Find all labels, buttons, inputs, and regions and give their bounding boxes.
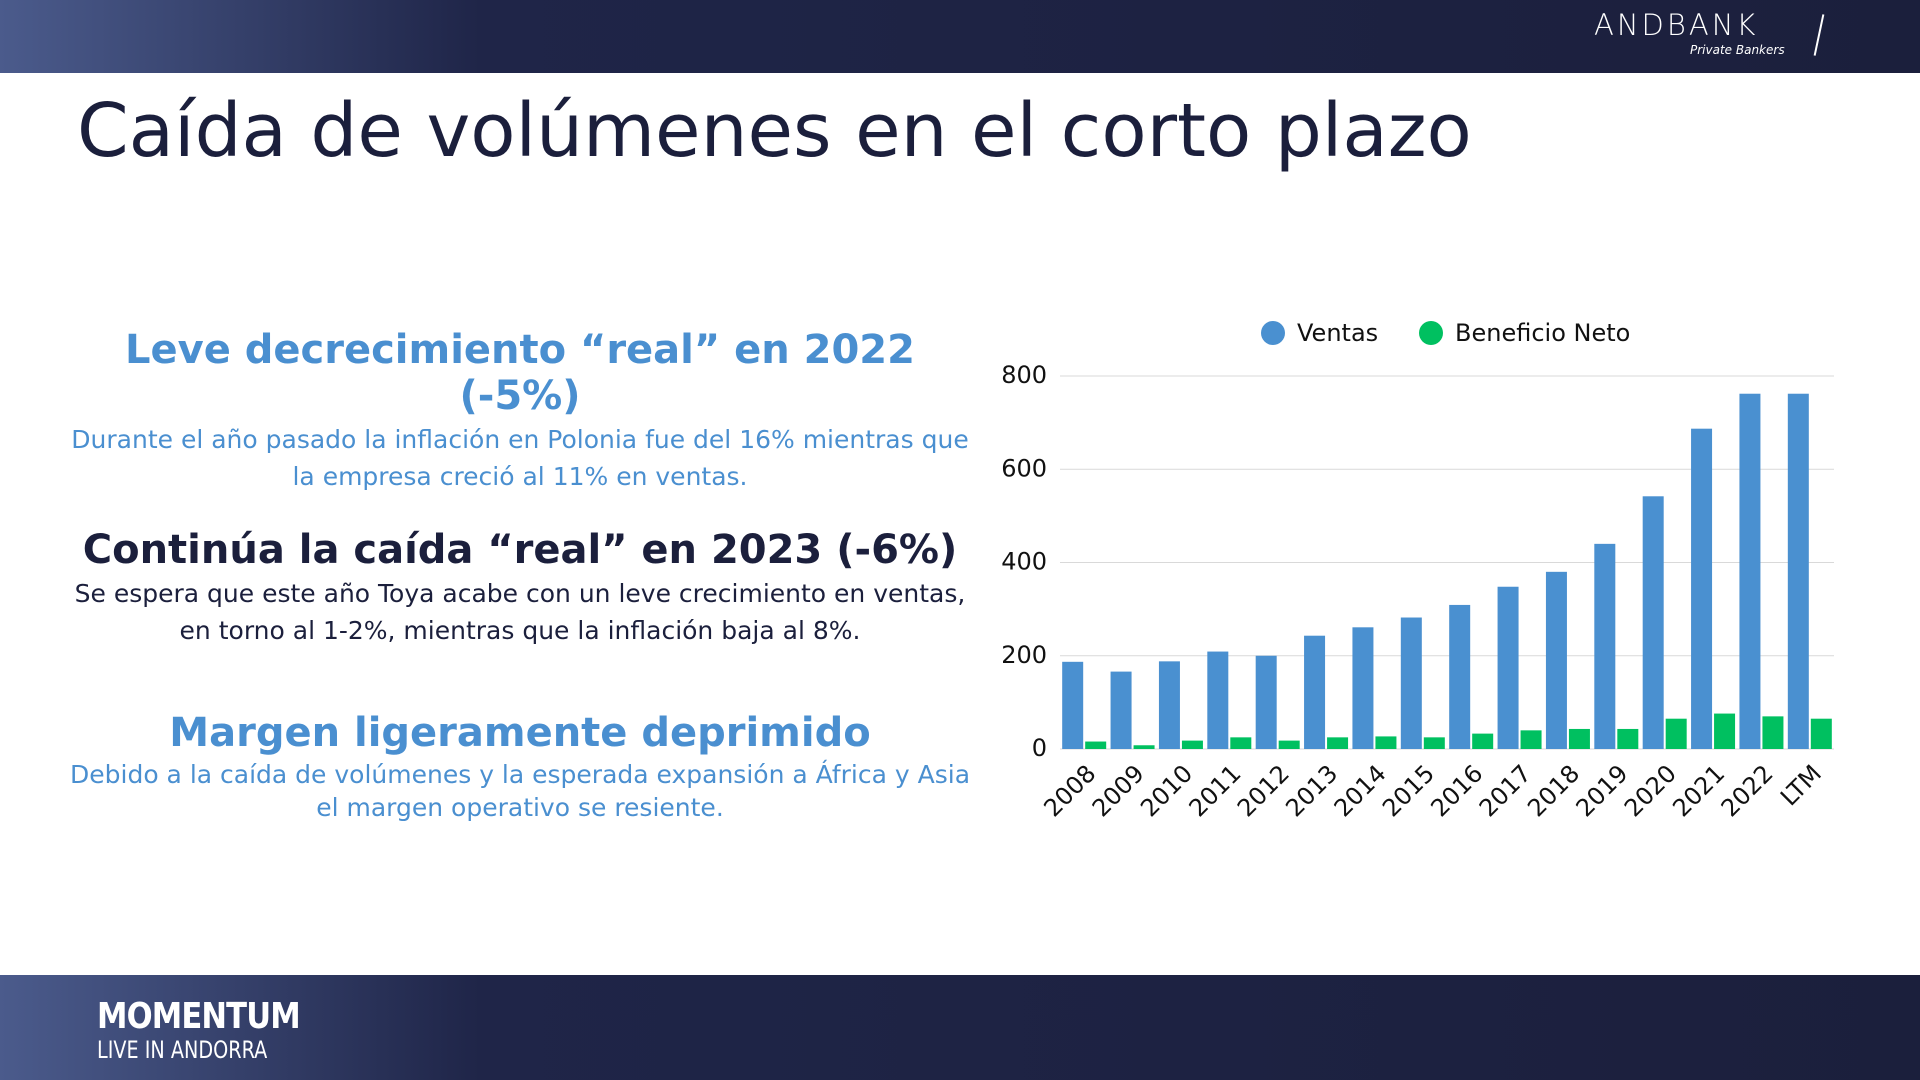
x-tick-label: 2010 — [1135, 759, 1198, 822]
bar — [1085, 741, 1107, 749]
section: Continúa la caída “real” en 2023 (-6%) S… — [70, 527, 970, 649]
bar — [1181, 740, 1203, 749]
x-tick-label: 2018 — [1522, 759, 1585, 822]
section-heading: Leve decrecimiento “real” en 2022 (-5%) — [125, 327, 915, 419]
bar — [1691, 428, 1713, 749]
x-tick-label: 2016 — [1425, 759, 1488, 822]
section: Leve decrecimiento “real” en 2022 (-5%) … — [70, 327, 970, 495]
x-tick-label: 2020 — [1619, 759, 1682, 822]
bar — [1278, 740, 1300, 749]
section-text: Se espera que este año Toya acabe con un… — [74, 579, 966, 645]
x-tick-label: 2009 — [1087, 759, 1150, 822]
bar — [1449, 604, 1471, 749]
bar — [1714, 713, 1736, 749]
bar — [1787, 393, 1809, 749]
x-tick-label: 2019 — [1571, 759, 1634, 822]
x-tick-label: 2008 — [1038, 759, 1101, 822]
y-tick-label: 600 — [1001, 454, 1047, 482]
bar — [1594, 543, 1616, 749]
bar — [1423, 737, 1445, 749]
footer-tagline: LIVE IN ANDORRA — [97, 1036, 268, 1064]
bar — [1810, 718, 1832, 749]
x-tick-label: 2015 — [1377, 759, 1440, 822]
logo-subtitle: Private Bankers — [1690, 43, 1785, 57]
bar — [1739, 393, 1761, 749]
bar — [1617, 728, 1639, 749]
bar — [1352, 627, 1374, 749]
bar — [1255, 655, 1277, 749]
bar — [1642, 496, 1664, 749]
bar — [1665, 718, 1687, 749]
y-tick-label: 400 — [1001, 548, 1047, 576]
bar — [1520, 730, 1542, 749]
x-tick-label: 2011 — [1184, 759, 1247, 822]
legend-marker — [1261, 321, 1285, 345]
bar — [1327, 737, 1349, 749]
x-tick-label: 2022 — [1716, 759, 1779, 822]
header-bar — [0, 0, 1920, 73]
bar — [1110, 671, 1132, 749]
bar — [1400, 617, 1422, 749]
bar — [1133, 745, 1155, 749]
section-heading: Margen ligeramente deprimido — [169, 710, 871, 756]
logo: ANDBANK — [1594, 8, 1759, 42]
legend-marker — [1419, 321, 1443, 345]
y-tick-label: 0 — [1032, 734, 1047, 762]
legend-label: Beneficio Neto — [1455, 319, 1630, 347]
title: Caída de volúmenes en el corto plazo — [77, 88, 1472, 174]
bar — [1568, 728, 1590, 749]
bar — [1545, 571, 1567, 749]
x-tick-label: 2014 — [1329, 759, 1392, 822]
bar — [1472, 733, 1494, 749]
x-tick-label: 2021 — [1667, 759, 1730, 822]
x-tick-label: 2017 — [1474, 759, 1537, 822]
bar — [1762, 716, 1784, 749]
bar — [1375, 736, 1397, 749]
section-text: Durante el año pasado la inflación en Po… — [71, 425, 969, 491]
x-tick-label: LTM — [1775, 759, 1827, 811]
bar — [1062, 661, 1084, 749]
footer-bar — [0, 975, 1920, 1080]
footer-brand: MOMENTUM — [97, 996, 301, 1037]
bar — [1207, 651, 1229, 749]
section-heading: Continúa la caída “real” en 2023 (-6%) — [82, 527, 958, 573]
x-tick-label: 2012 — [1232, 759, 1295, 822]
bar — [1230, 737, 1252, 749]
bar — [1497, 586, 1519, 749]
x-tick-label: 2013 — [1280, 759, 1343, 822]
section: Margen ligeramente deprimido Debido a la… — [70, 710, 970, 824]
legend-label: Ventas — [1297, 319, 1378, 347]
bar — [1304, 635, 1326, 749]
section-text: Debido a la caída de volúmenes y la espe… — [70, 760, 971, 822]
y-tick-label: 800 — [1001, 361, 1047, 389]
y-tick-label: 200 — [1001, 641, 1047, 669]
bar — [1158, 661, 1180, 749]
